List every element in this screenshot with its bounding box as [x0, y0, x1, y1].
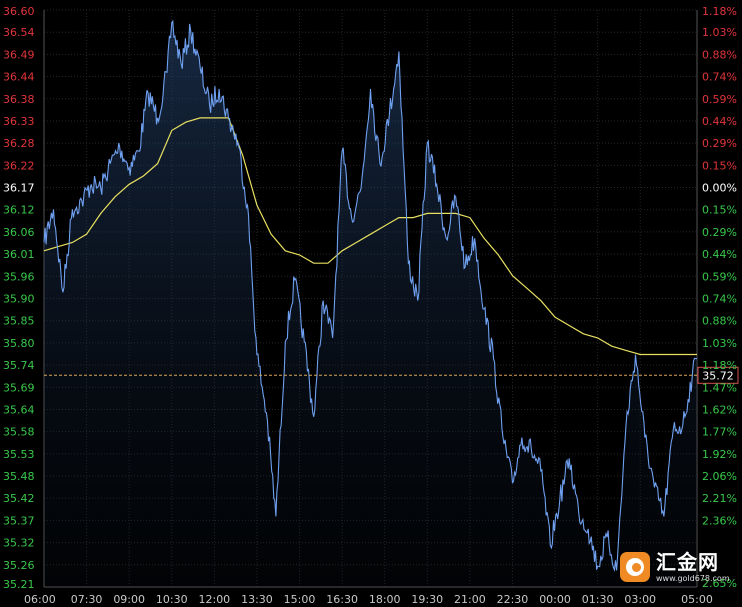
time-tick-label: 15:00 [284, 593, 316, 606]
price-tick-label: 35.80 [3, 337, 35, 350]
price-tick-label: 35.69 [3, 381, 35, 394]
watermark: 汇金网 www.gold678.com [620, 548, 736, 586]
percent-tick-label: 0.15% [702, 159, 737, 172]
time-tick-label: 03:00 [624, 593, 656, 606]
price-tick-label: 36.33 [3, 115, 35, 128]
price-area-fill [44, 21, 697, 587]
price-axis-left: 36.60 36.54 36.49 36.44 36.38 36.33 36.28 36.22… [3, 5, 35, 591]
price-tick-label: 36.38 [3, 93, 35, 106]
percent-tick-label: 1.47% [702, 381, 737, 394]
price-tick-label: 35.64 [3, 403, 35, 416]
price-tick-label: 35.58 [3, 426, 35, 439]
percent-tick-label: 0.29% [702, 226, 737, 239]
price-tick-label: 35.37 [3, 514, 35, 527]
price-tick-label: 35.42 [3, 492, 35, 505]
time-tick-label: 18:00 [369, 593, 401, 606]
gold678-logo-icon [620, 552, 650, 582]
time-tick-label: 13:30 [241, 593, 273, 606]
price-tick-label: 36.01 [3, 248, 35, 261]
percent-tick-label: 0.00% [702, 182, 737, 195]
time-tick-label: 21:00 [454, 593, 486, 606]
percent-tick-label: 0.44% [702, 115, 737, 128]
percent-tick-label: 0.59% [702, 270, 737, 283]
price-tick-label: 36.06 [3, 226, 35, 239]
watermark-url: www.gold678.com [656, 573, 730, 583]
price-area [44, 21, 697, 587]
time-tick-label: 22:30 [497, 593, 529, 606]
time-tick-label: 05:00 [681, 593, 713, 606]
price-tick-label: 36.12 [3, 204, 35, 217]
time-tick-label: 06:00 [24, 593, 56, 606]
price-tick-label: 36.28 [3, 137, 35, 150]
time-tick-label: 10:30 [156, 593, 188, 606]
percent-tick-label: 1.03% [702, 26, 737, 39]
price-tick-label: 36.17 [3, 182, 35, 195]
price-tick-label: 35.85 [3, 315, 35, 328]
percent-tick-label: 1.18% [702, 359, 737, 372]
percent-tick-label: 2.36% [702, 514, 737, 527]
time-tick-label: 07:30 [71, 593, 103, 606]
percent-tick-label: 2.21% [702, 492, 737, 505]
price-tick-label: 36.54 [3, 26, 35, 39]
price-line [43, 19, 698, 573]
price-tick-label: 35.21 [3, 578, 35, 591]
price-line-layer [43, 19, 698, 573]
price-tick-label: 35.74 [3, 359, 35, 372]
time-tick-label: 19:30 [411, 593, 443, 606]
average-line-layer [43, 117, 697, 356]
price-tick-label: 36.22 [3, 159, 35, 172]
price-tick-label: 36.60 [3, 5, 35, 18]
price-tick-label: 36.44 [3, 71, 35, 84]
percent-tick-label: 0.88% [702, 48, 737, 61]
price-tick-label: 35.90 [3, 293, 35, 306]
percent-tick-label: 2.65% [702, 577, 737, 590]
percent-tick-label: 0.59% [702, 93, 737, 106]
percent-tick-label: 1.92% [702, 448, 737, 461]
percent-tick-label: 1.03% [702, 337, 737, 350]
price-tick-label: 35.32 [3, 537, 35, 550]
price-tick-label: 35.26 [3, 559, 35, 572]
time-tick-label: 01:30 [582, 593, 614, 606]
percent-tick-label: 0.15% [702, 204, 737, 217]
percent-tick-label: 0.74% [702, 293, 737, 306]
current-price-label: 35.72 [702, 369, 734, 382]
percent-tick-label: 0.29% [702, 137, 737, 150]
watermark-name: 汇金网 [656, 549, 719, 574]
price-tick-label: 35.48 [3, 470, 35, 483]
percent-tick-label: 0.88% [702, 315, 737, 328]
time-axis: 06:00 07:30 09:00 10:30 12:00 13:30 15:00 16:30… [24, 593, 713, 606]
percent-tick-label: 1.62% [702, 403, 737, 416]
percent-tick-label: 1.77% [702, 426, 737, 439]
current-price-box [697, 366, 739, 384]
percent-tick-label: 0.74% [702, 71, 737, 84]
price-tick-label: 36.49 [3, 48, 35, 61]
percent-axis-right: 1.18% 1.03% 0.88% 0.74% 0.59% 0.44% 0.29% 0.15%… [702, 5, 737, 590]
time-tick-label: 00:00 [539, 593, 571, 606]
percent-tick-label: 0.44% [702, 248, 737, 261]
average-line [43, 117, 697, 356]
time-tick-label: 12:00 [198, 593, 230, 606]
percent-tick-label: 2.06% [702, 470, 737, 483]
price-tick-label: 35.96 [3, 270, 35, 283]
percent-tick-label: 1.18% [702, 5, 737, 18]
current-price-layer: 35.72 [44, 366, 739, 384]
price-tick-label: 35.53 [3, 448, 35, 461]
time-tick-label: 16:30 [326, 593, 358, 606]
time-tick-label: 09:00 [113, 593, 145, 606]
